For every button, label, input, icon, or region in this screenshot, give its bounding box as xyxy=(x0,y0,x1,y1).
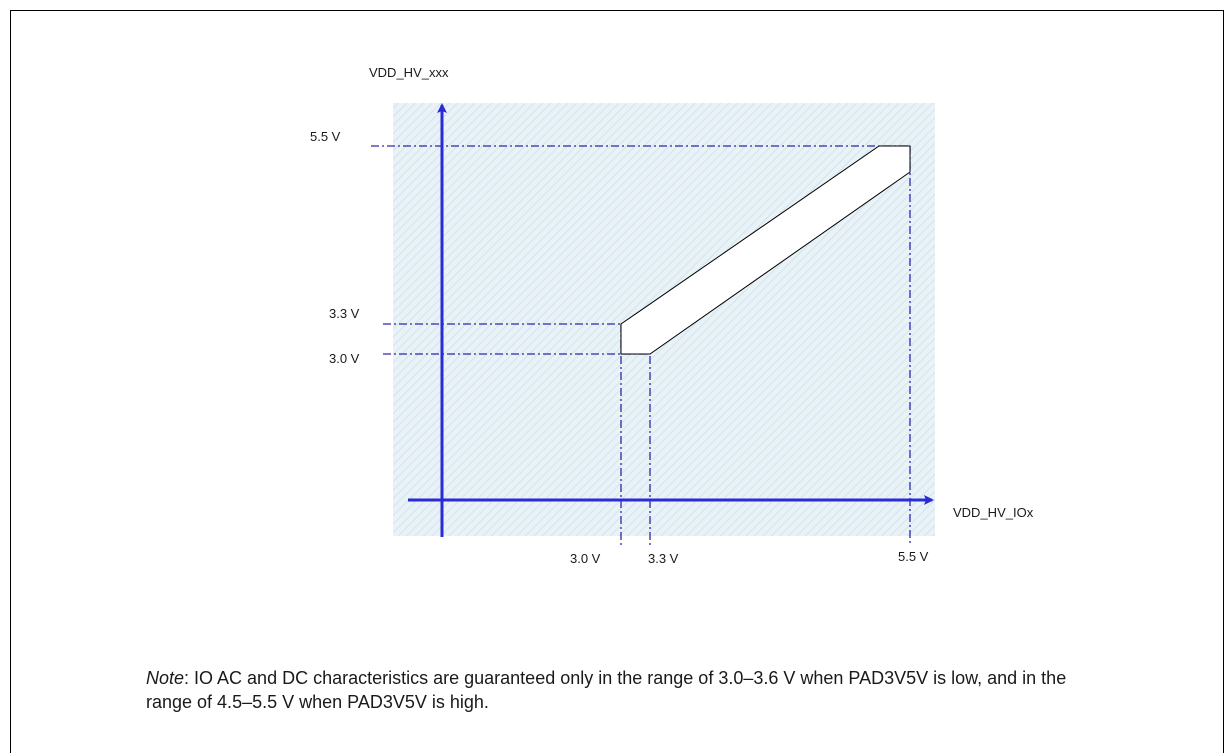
x-tick-label-3-0: 3.0 V xyxy=(570,551,601,566)
y-tick-label-3-3: 3.3 V xyxy=(329,306,360,321)
figure-frame xyxy=(10,10,1224,753)
y-tick-label-3-0: 3.0 V xyxy=(329,351,360,366)
x-tick-label-5-5: 5.5 V xyxy=(898,549,929,564)
x-axis-label: VDD_HV_IOx xyxy=(953,505,1034,520)
x-tick-label-3-3: 3.3 V xyxy=(648,551,679,566)
y-tick-label-5-5: 5.5 V xyxy=(310,129,341,144)
note-text: : IO AC and DC characteristics are guara… xyxy=(146,668,1067,712)
y-axis-label: VDD_HV_xxx xyxy=(369,65,449,80)
valid-region xyxy=(620,145,911,355)
figure-note: Note: IO AC and DC characteristics are g… xyxy=(146,666,1106,714)
note-lead: Note xyxy=(146,668,185,688)
